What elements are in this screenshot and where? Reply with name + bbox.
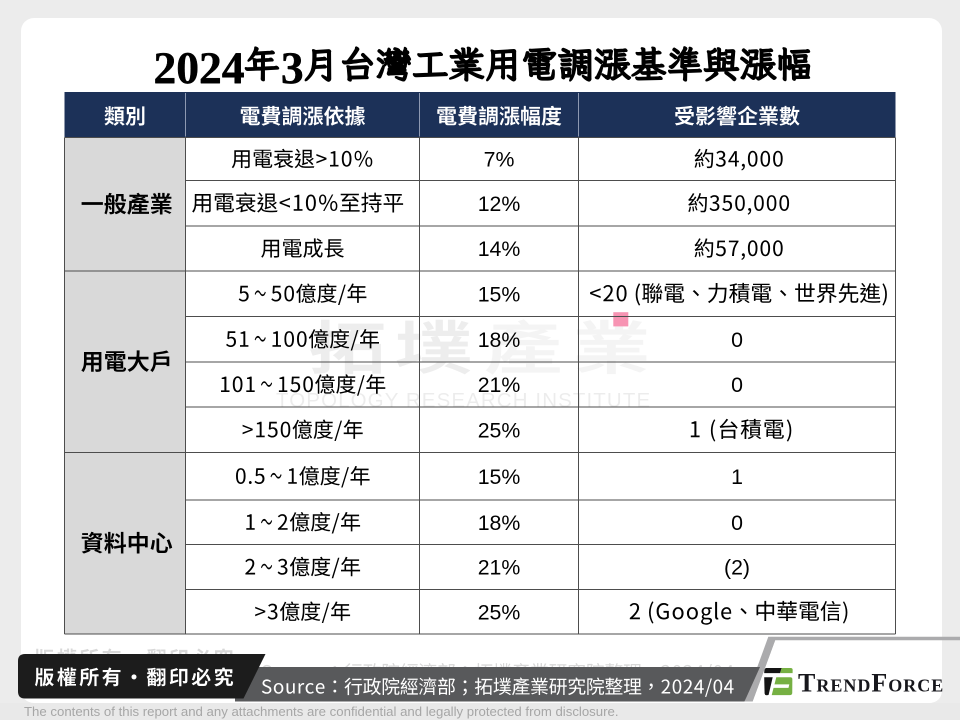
svg-text:21%: 21% (478, 373, 521, 397)
svg-text:12%: 12% (478, 192, 521, 216)
svg-text:18%: 18% (478, 328, 521, 352)
svg-text:15%: 15% (478, 465, 521, 489)
svg-text:1: 1 (731, 465, 743, 489)
svg-text:TrendForce: TrendForce (798, 668, 944, 697)
svg-text:18%: 18% (478, 511, 521, 535)
svg-text:7%: 7% (484, 148, 515, 172)
svg-text:(2): (2) (724, 556, 750, 580)
svg-text:21%: 21% (478, 556, 521, 580)
svg-text:0: 0 (731, 373, 743, 397)
svg-text:0: 0 (731, 328, 743, 352)
svg-text:0: 0 (731, 511, 743, 535)
svg-text:TOPOLOGY RESEARCH INSTITUTE: TOPOLOGY RESEARCH INSTITUTE (276, 389, 651, 412)
svg-text:The contents of this report an: The contents of this report and any atta… (24, 704, 619, 719)
svg-text:14%: 14% (478, 237, 521, 261)
svg-text:25%: 25% (478, 600, 521, 624)
svg-text:25%: 25% (478, 418, 521, 442)
svg-text:15%: 15% (478, 282, 521, 306)
